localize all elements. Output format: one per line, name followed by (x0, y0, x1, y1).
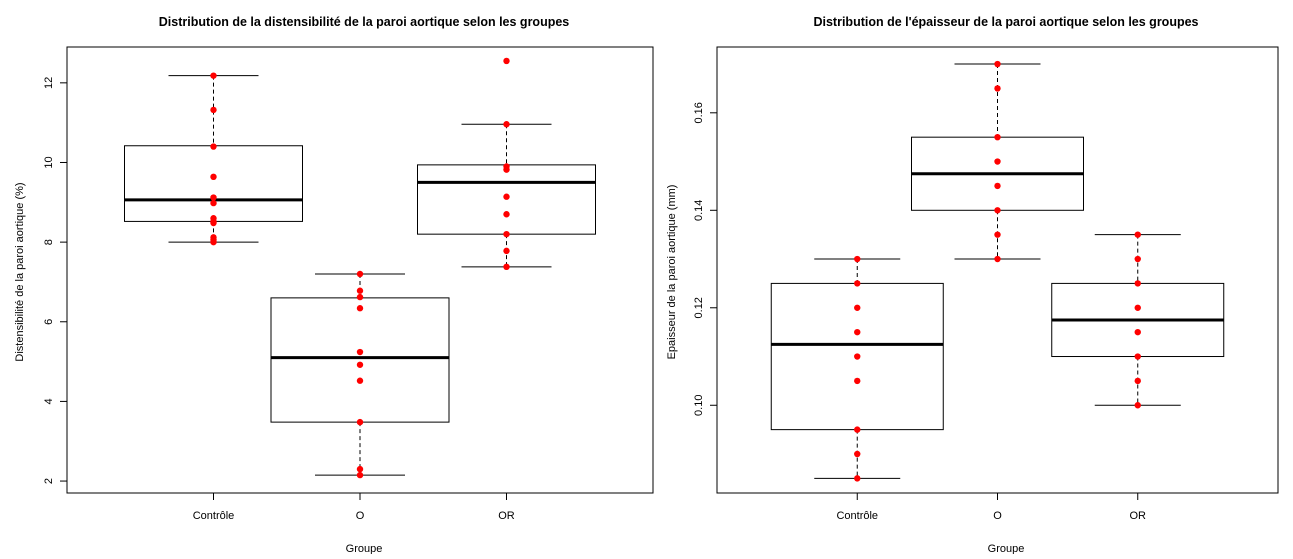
distensibility-chart: Distribution de la distensibilité de la … (14, 15, 654, 555)
data-point (854, 328, 861, 336)
y-tick-label: 0.16 (693, 102, 705, 123)
data-point (210, 143, 217, 150)
data-point (356, 418, 364, 426)
data-point (503, 211, 510, 218)
y-tick-label: 8 (43, 239, 55, 245)
data-point (1134, 353, 1141, 360)
data-point (503, 57, 510, 65)
data-point (210, 72, 217, 79)
data-point (356, 471, 364, 479)
x-tick-label: OR (498, 510, 515, 522)
data-point (1134, 402, 1141, 409)
iqr-box (124, 145, 303, 222)
y-tick-label: 12 (43, 77, 55, 89)
data-point (994, 182, 1001, 190)
x-tick-label: O (993, 510, 1002, 522)
x-tick-label: Contrôle (193, 510, 235, 522)
points-contr-le (210, 72, 217, 246)
data-point (210, 219, 217, 227)
data-point (854, 255, 861, 263)
x-tick-label: OR (1130, 510, 1147, 522)
data-point (210, 173, 217, 181)
data-point (994, 255, 1001, 263)
x-axis: Contrôle O OR (193, 493, 515, 522)
data-point (854, 353, 861, 360)
y-axis: 2 4 6 8 10 12 (43, 77, 67, 484)
y-tick-label: 10 (43, 156, 55, 168)
y-tick-label: 0.12 (693, 297, 705, 318)
data-point (994, 207, 1001, 214)
data-point (210, 199, 217, 207)
x-tick-label: O (356, 510, 365, 522)
data-point (854, 280, 861, 287)
data-point (994, 85, 1001, 92)
data-point (854, 475, 861, 482)
x-axis-label: Groupe (988, 543, 1025, 554)
data-point (1134, 231, 1141, 238)
box-o (270, 273, 450, 476)
data-point (503, 193, 510, 200)
data-point (356, 377, 364, 384)
y-axis-label: Distensibilité de la paroi aortique (%) (14, 182, 26, 361)
data-point (994, 231, 1001, 238)
data-point (1134, 255, 1141, 263)
y-tick-label: 2 (43, 478, 55, 484)
points-or (503, 57, 510, 271)
data-point (1134, 377, 1141, 385)
data-point (503, 166, 510, 173)
data-point (356, 287, 364, 294)
data-point (854, 304, 861, 311)
points-o (356, 270, 364, 479)
box-o (911, 63, 1084, 260)
points-or (1134, 231, 1141, 409)
x-tick-label: Contrôle (836, 510, 878, 522)
points-contr-le (854, 255, 861, 482)
y-tick-label: 4 (43, 398, 55, 404)
data-point (854, 426, 861, 433)
data-point (210, 194, 217, 201)
data-point (1134, 328, 1141, 336)
data-point (356, 305, 364, 312)
y-tick-label: 0.10 (693, 395, 705, 416)
data-point (854, 450, 861, 458)
data-point (503, 247, 510, 255)
points-o (994, 60, 1001, 263)
thickness-chart: Distribution de l'épaisseur de la paroi … (666, 15, 1279, 555)
data-point (994, 133, 1001, 141)
iqr-box (270, 297, 450, 423)
data-point (1134, 280, 1141, 287)
y-axis: 0.10 0.12 0.14 0.16 (693, 102, 717, 416)
y-tick-label: 0.14 (693, 200, 705, 221)
data-point (356, 348, 364, 356)
data-point (994, 158, 1001, 165)
chart-title: Distribution de la distensibilité de la … (159, 15, 570, 29)
data-point (210, 238, 217, 246)
data-point (356, 270, 364, 278)
x-axis-label: Groupe (346, 543, 383, 554)
data-point (503, 263, 510, 271)
data-point (356, 361, 364, 368)
box-or (1051, 234, 1225, 406)
data-point (503, 121, 510, 128)
box-contr-le (770, 258, 944, 479)
y-tick-label: 6 (43, 319, 55, 325)
x-axis: Contrôle O OR (836, 493, 1146, 522)
data-point (356, 293, 364, 301)
data-point (503, 230, 510, 238)
y-axis-label: Epaisseur de la paroi aortique (mm) (666, 185, 678, 360)
data-point (1134, 304, 1141, 311)
data-point (854, 377, 861, 385)
data-point (356, 465, 364, 473)
chart-title: Distribution de l'épaisseur de la paroi … (813, 15, 1198, 29)
data-point (994, 60, 1001, 68)
data-point (210, 106, 217, 114)
